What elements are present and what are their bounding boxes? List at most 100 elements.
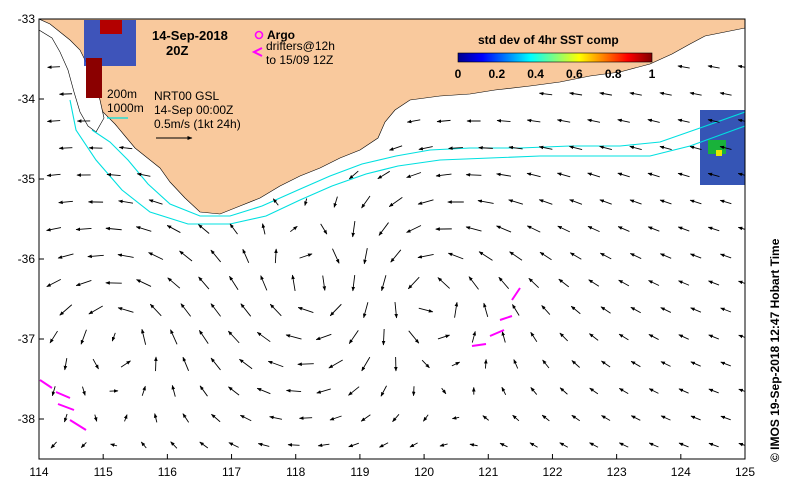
lat-tick-label: -35 xyxy=(18,172,36,186)
current-vector xyxy=(589,333,599,341)
current-vector xyxy=(269,415,283,420)
current-vector xyxy=(648,280,660,286)
current-vector xyxy=(678,442,689,448)
current-vector xyxy=(228,442,239,448)
current-vector xyxy=(720,361,731,367)
current-vector xyxy=(50,441,57,449)
current-vector xyxy=(448,146,463,150)
current-vector xyxy=(530,331,538,342)
isobath-1000m xyxy=(69,99,745,225)
current-vector xyxy=(659,199,672,205)
current-vector xyxy=(351,275,356,292)
current-vector xyxy=(291,274,296,291)
current-vector xyxy=(261,223,266,235)
current-vector xyxy=(468,276,479,290)
current-vector xyxy=(63,358,68,371)
current-vector xyxy=(418,146,433,151)
current-vector xyxy=(329,415,342,421)
current-vector xyxy=(46,227,62,232)
current-vector xyxy=(539,251,552,261)
current-vector xyxy=(484,358,488,369)
current-vector xyxy=(648,334,659,340)
current-vector xyxy=(719,145,732,150)
current-vector xyxy=(482,415,490,421)
drifter-track xyxy=(39,379,87,431)
current-vector xyxy=(436,119,451,124)
current-vector xyxy=(304,198,308,206)
isobath-200m xyxy=(91,111,745,217)
current-vector xyxy=(569,199,583,205)
current-vector xyxy=(46,119,61,123)
current-vector xyxy=(299,253,313,259)
current-vector xyxy=(751,416,761,419)
lon-tick-label: 121 xyxy=(478,465,498,479)
current-vector xyxy=(198,329,209,344)
current-vector xyxy=(750,147,761,150)
current-vector xyxy=(630,306,641,314)
current-vector xyxy=(179,250,193,262)
current-vector xyxy=(437,277,450,289)
current-vector xyxy=(559,332,568,342)
current-vector xyxy=(512,304,520,316)
current-vector xyxy=(242,248,250,263)
current-vector xyxy=(660,361,671,367)
current-vector xyxy=(708,280,720,286)
current-vector xyxy=(406,172,422,178)
current-vector xyxy=(569,145,583,150)
current-vector xyxy=(361,356,371,372)
current-vector xyxy=(170,441,178,449)
current-vector xyxy=(690,307,702,313)
current-vector xyxy=(738,388,745,393)
current-vector xyxy=(170,329,178,345)
lon-tick-label: 123 xyxy=(607,465,627,479)
current-vector xyxy=(75,279,92,287)
current-vector xyxy=(477,199,494,204)
current-vector xyxy=(315,333,332,341)
current-vector xyxy=(751,308,761,312)
current-vector xyxy=(617,226,630,232)
current-vector xyxy=(240,303,252,317)
current-vector xyxy=(647,226,660,232)
current-vector xyxy=(512,414,520,422)
current-vector xyxy=(351,221,356,238)
current-vector xyxy=(469,443,478,447)
current-vector xyxy=(496,119,511,123)
current-vector xyxy=(618,279,630,287)
lon-tick-label: 122 xyxy=(542,465,562,479)
current-vector xyxy=(599,91,612,96)
colorbar-ticks: 0 0.2 0.4 0.6 0.8 1 xyxy=(455,67,656,81)
plot-frame xyxy=(38,18,746,460)
current-vector xyxy=(677,172,690,178)
current-vector xyxy=(285,334,302,340)
current-vector xyxy=(501,331,506,343)
current-vector xyxy=(228,330,240,344)
lat-tick-label: -37 xyxy=(18,332,36,346)
current-vector xyxy=(320,223,328,235)
current-vector xyxy=(199,385,208,397)
isobath-label-1000m: 1000m xyxy=(107,101,144,115)
current-vector xyxy=(508,199,523,205)
current-vector xyxy=(378,222,389,236)
current-vector xyxy=(153,413,158,423)
current-vector xyxy=(123,414,128,422)
current-vector xyxy=(418,307,434,313)
lon-tick-label: 118 xyxy=(286,465,305,479)
current-vector xyxy=(677,226,690,232)
ocean-inlet xyxy=(39,19,105,133)
current-vector xyxy=(708,334,720,340)
current-vector xyxy=(360,414,371,422)
current-vector xyxy=(46,278,61,288)
lon-tick-label: 125 xyxy=(735,465,755,479)
current-vector xyxy=(451,361,461,367)
current-vector xyxy=(678,388,689,394)
current-vector xyxy=(136,172,151,177)
current-vector xyxy=(149,303,162,317)
current-vector xyxy=(618,442,629,448)
current-vector xyxy=(629,253,642,259)
legend-drifters-range: to 15/09 12Z xyxy=(266,53,333,67)
current-vector xyxy=(588,279,600,287)
current-vector xyxy=(120,360,131,368)
lon-tick-label: 116 xyxy=(158,465,177,479)
current-vector xyxy=(297,307,314,313)
